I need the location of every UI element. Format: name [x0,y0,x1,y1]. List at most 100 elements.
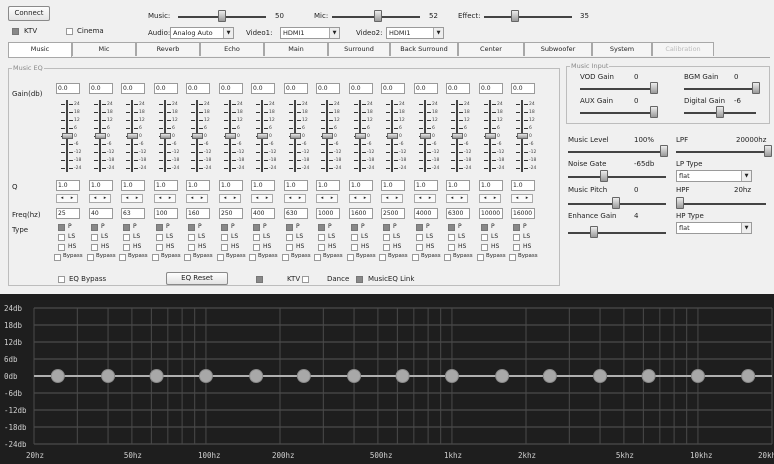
band-q-field[interactable]: 1.0 [284,180,308,191]
band-q-spinner[interactable]: ◂ ▸ [186,194,208,203]
arrow-right-icon[interactable]: ▸ [200,195,204,201]
mic-volume-slider[interactable] [373,10,382,22]
music-level-track[interactable] [568,151,666,153]
band-type-peak-radio[interactable] [416,224,423,231]
band-freq-field[interactable]: 6300 [446,208,470,219]
eq-band-point[interactable] [198,369,213,383]
band-q-spinner[interactable]: ◂ ▸ [479,194,501,203]
lpf-track[interactable] [676,151,766,153]
band-type-ls-radio[interactable] [416,234,423,241]
vod-gain-slider[interactable] [650,82,658,94]
band-gain-fader[interactable] [192,133,203,139]
band-q-spinner[interactable]: ◂ ▸ [154,194,176,203]
video2-select[interactable]: HDMI1 ▼ [386,27,444,39]
band-freq-field[interactable]: 40 [89,208,113,219]
band-type-peak-radio[interactable] [448,224,455,231]
band-type-hs-radio[interactable] [318,244,325,251]
band-type-ls-radio[interactable] [188,234,195,241]
arrow-left-icon[interactable]: ◂ [385,195,389,201]
tab-calibration[interactable]: Calibration [652,42,714,56]
enhance-gain-slider[interactable] [590,226,598,238]
cinema-mode-checkbox[interactable] [66,28,73,35]
band-type-peak-radio[interactable] [253,224,260,231]
arrow-left-icon[interactable]: ◂ [515,195,519,201]
eq-bypass-checkbox[interactable] [58,276,65,283]
arrow-right-icon[interactable]: ▸ [330,195,334,201]
band-type-peak-radio[interactable] [351,224,358,231]
arrow-right-icon[interactable]: ▸ [493,195,497,201]
tab-subwoofer[interactable]: Subwoofer [524,42,592,56]
band-type-peak-radio[interactable] [286,224,293,231]
band-q-field[interactable]: 1.0 [219,180,243,191]
band-gain-field[interactable]: 0.0 [186,83,210,94]
band-q-field[interactable]: 1.0 [186,180,210,191]
band-type-peak-radio[interactable] [481,224,488,231]
eq-band-point[interactable] [542,369,557,383]
band-gain-field[interactable]: 0.0 [89,83,113,94]
band-q-spinner[interactable]: ◂ ▸ [219,194,241,203]
arrow-left-icon[interactable]: ◂ [190,195,194,201]
arrow-right-icon[interactable]: ▸ [525,195,529,201]
eq-band-point[interactable] [495,369,510,383]
band-gain-fader[interactable] [290,133,301,139]
vod-gain-track[interactable] [580,88,652,90]
band-q-spinner[interactable]: ◂ ▸ [414,194,436,203]
tab-system[interactable]: System [592,42,652,56]
band-type-hs-radio[interactable] [58,244,65,251]
band-gain-field[interactable]: 0.0 [349,83,373,94]
tab-surround[interactable]: Surround [328,42,390,56]
arrow-right-icon[interactable]: ▸ [233,195,237,201]
band-gain-field[interactable]: 0.0 [446,83,470,94]
band-q-field[interactable]: 1.0 [349,180,373,191]
band-q-spinner[interactable]: ◂ ▸ [284,194,306,203]
band-bypass-checkbox[interactable] [282,254,289,261]
band-bypass-checkbox[interactable] [217,254,224,261]
band-type-hs-radio[interactable] [221,244,228,251]
music-level-slider[interactable] [660,145,668,157]
band-q-field[interactable]: 1.0 [316,180,340,191]
band-type-peak-radio[interactable] [318,224,325,231]
effect-volume-slider[interactable] [510,10,519,22]
band-gain-field[interactable]: 0.0 [251,83,275,94]
band-gain-field[interactable]: 0.0 [154,83,178,94]
band-type-ls-radio[interactable] [253,234,260,241]
arrow-right-icon[interactable]: ▸ [298,195,302,201]
band-type-hs-radio[interactable] [253,244,260,251]
band-type-ls-radio[interactable] [448,234,455,241]
band-type-ls-radio[interactable] [91,234,98,241]
band-type-peak-radio[interactable] [123,224,130,231]
band-q-spinner[interactable]: ◂ ▸ [446,194,468,203]
band-gain-field[interactable]: 0.0 [284,83,308,94]
band-gain-fader[interactable] [225,133,236,139]
band-freq-field[interactable]: 160 [186,208,210,219]
tab-center[interactable]: Center [458,42,524,56]
band-gain-fader[interactable] [485,133,496,139]
band-q-spinner[interactable]: ◂ ▸ [316,194,338,203]
eq-band-point[interactable] [444,369,459,383]
band-q-spinner[interactable]: ◂ ▸ [89,194,111,203]
arrow-left-icon[interactable]: ◂ [60,195,64,201]
band-bypass-checkbox[interactable] [412,254,419,261]
chevron-down-icon[interactable]: ▼ [223,28,233,38]
band-q-field[interactable]: 1.0 [446,180,470,191]
eq-band-point[interactable] [347,369,362,383]
band-type-peak-radio[interactable] [91,224,98,231]
aux-gain-track[interactable] [580,112,652,114]
band-q-field[interactable]: 1.0 [251,180,275,191]
band-type-ls-radio[interactable] [221,234,228,241]
chevron-down-icon[interactable]: ▼ [329,28,339,38]
arrow-right-icon[interactable]: ▸ [103,195,107,201]
band-type-hs-radio[interactable] [351,244,358,251]
band-type-ls-radio[interactable] [156,234,163,241]
noise-gate-track[interactable] [568,176,666,178]
band-q-spinner[interactable]: ◂ ▸ [349,194,371,203]
band-gain-fader[interactable] [387,133,398,139]
arrow-left-icon[interactable]: ◂ [158,195,162,201]
arrow-left-icon[interactable]: ◂ [320,195,324,201]
band-gain-fader[interactable] [62,133,73,139]
band-gain-fader[interactable] [257,133,268,139]
tab-mic[interactable]: Mic [72,42,136,56]
band-q-field[interactable]: 1.0 [479,180,503,191]
eq-response-plot[interactable]: 24db 18db 12db 6db 0db -6db -12db -18db -24db 20h… [0,294,774,464]
eq-band-point[interactable] [641,369,656,383]
